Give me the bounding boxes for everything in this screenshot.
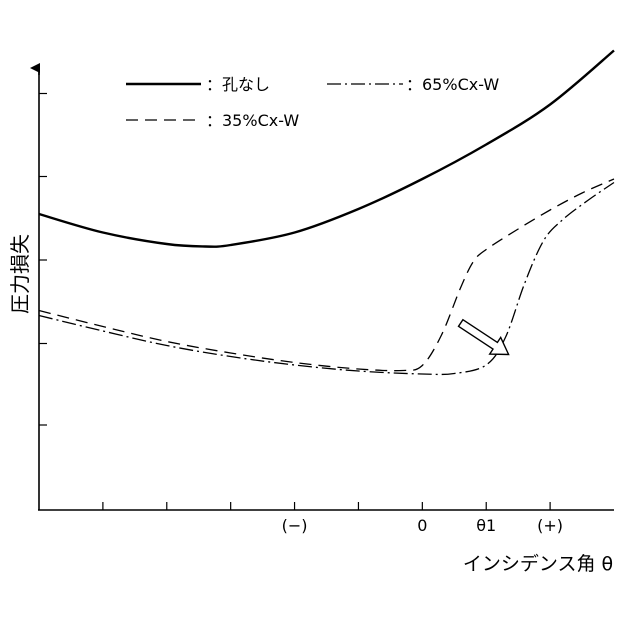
x-axis-ticks bbox=[103, 502, 550, 510]
x-tick-label-2: θ1 bbox=[476, 516, 496, 535]
y-axis-label: 圧力損失 bbox=[8, 234, 32, 314]
legend-dashdot-label: ：65%Cx-W bbox=[406, 75, 499, 94]
x-tick-label-1: 0 bbox=[417, 516, 427, 535]
transition-arrow-0 bbox=[459, 320, 509, 355]
legend-dashed-label: ：35%Cx-W bbox=[206, 111, 299, 130]
x-tick-label-3: (+) bbox=[537, 516, 563, 535]
series-layer bbox=[39, 51, 614, 375]
series-dashdot-line bbox=[39, 183, 614, 375]
x-tick-labels: (−) 0 θ1 (+) bbox=[282, 516, 563, 535]
x-axis-label: インシデンス角 θ bbox=[463, 553, 613, 575]
y-axis-ticks bbox=[39, 94, 47, 426]
annotation-layer bbox=[459, 320, 509, 355]
x-tick-label-0: (−) bbox=[282, 516, 308, 535]
series-solid-line bbox=[39, 51, 614, 247]
legend-solid-label: ：孔なし bbox=[206, 75, 270, 94]
legend: ：孔なし ：65%Cx-W ：35%Cx-W bbox=[126, 75, 499, 130]
